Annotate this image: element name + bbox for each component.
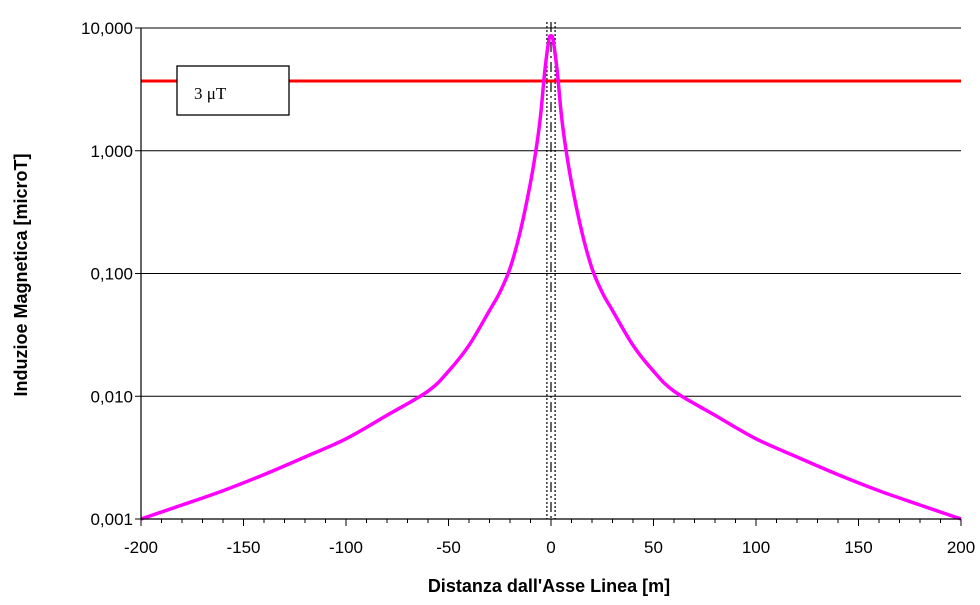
y-axis-title: Induzioe Magnetica [microT] [11, 153, 31, 396]
y-tick-label: 10,000 [81, 19, 133, 38]
series-line [140, 33, 962, 521]
threshold-annotation: 3 μT [176, 65, 290, 116]
threshold-label-box [176, 65, 290, 116]
y-tick-label: 0,001 [90, 510, 133, 529]
y-tick-label: 1,000 [90, 142, 133, 161]
x-tick-label: 0 [546, 538, 555, 557]
x-tick-label: 50 [644, 538, 663, 557]
x-tick-label: 100 [742, 538, 770, 557]
x-tick-label: -50 [436, 538, 461, 557]
axes [140, 28, 962, 526]
x-tick-label: -150 [226, 538, 260, 557]
threshold-label: 3 μT [194, 84, 227, 103]
y-tick-label: 0,100 [90, 265, 133, 284]
x-tick-label: -100 [329, 538, 363, 557]
y-tick-label: 0,010 [90, 387, 133, 406]
x-axis-title: Distanza dall'Asse Linea [m] [428, 576, 670, 596]
x-tick-label: 200 [947, 538, 975, 557]
y-tick-labels: 0,001 0,010 0,100 1,000 10,000 [81, 19, 133, 529]
x-tick-label: 150 [844, 538, 872, 557]
center-lines [546, 22, 556, 519]
series-group [140, 33, 962, 521]
x-tick-labels: -200 -150 -100 -50 0 50 100 150 200 [124, 538, 975, 557]
x-tick-label: -200 [124, 538, 158, 557]
